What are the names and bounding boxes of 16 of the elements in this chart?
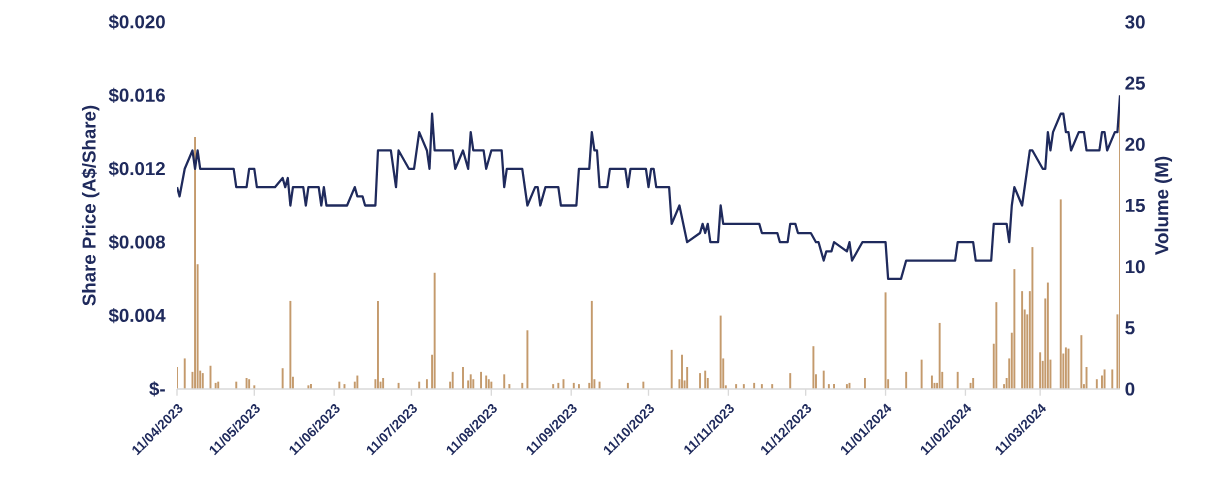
y2-tick-label: 5	[1125, 321, 1135, 335]
y-tick-label: $0.004	[108, 307, 166, 324]
y-tick-label: $0.020	[108, 14, 165, 30]
y2-axis-title: Volume (M)	[1154, 156, 1173, 255]
line-series	[177, 94, 1121, 281]
y2-tick-label: 15	[1125, 198, 1145, 213]
y-tick-label: $0.016	[108, 87, 165, 104]
y-tick-label: $0.012	[108, 161, 165, 177]
y-axis-title: Share Price (A$/Share)	[81, 105, 100, 306]
y2-tick-label: 20	[1125, 137, 1145, 151]
y2-tick-label: 25	[1125, 76, 1145, 90]
y2-tick-label: 0	[1125, 382, 1135, 396]
y-tick-label: $0.008	[108, 234, 166, 250]
y-tick-label: $-	[149, 381, 165, 397]
y2-tick-label: 10	[1125, 260, 1145, 274]
y2-tick-label: 30	[1125, 15, 1145, 29]
